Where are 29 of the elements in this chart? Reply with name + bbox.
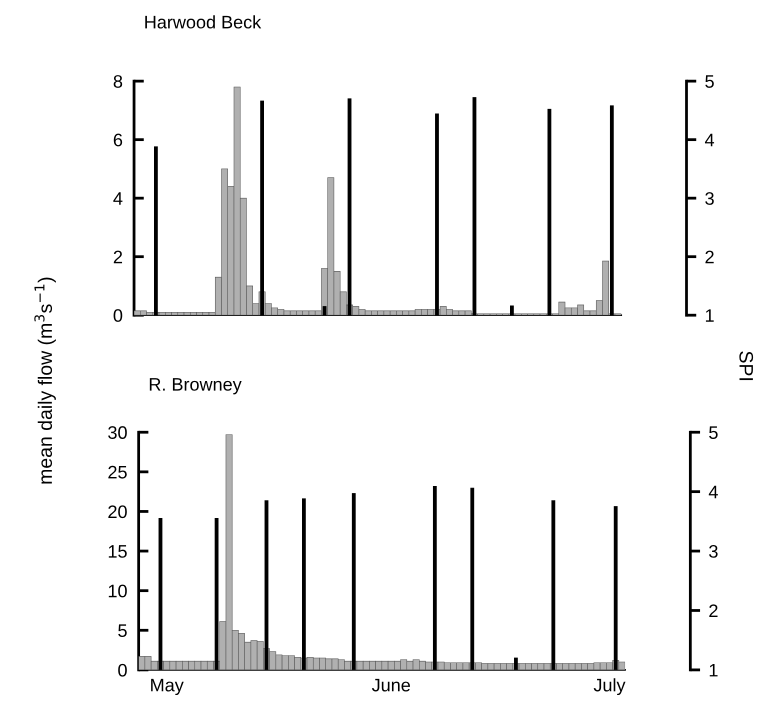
- y2-tick-label: 2: [709, 604, 718, 618]
- y2-tick-label: 4: [708, 486, 718, 498]
- y-tick-label: 20: [108, 505, 127, 518]
- x-tick-label: July: [594, 678, 626, 696]
- y-tick-label: 10: [108, 584, 127, 598]
- y2-tick-label: 1: [706, 309, 714, 322]
- y-tick-label: 4: [113, 192, 122, 205]
- y-tick-label: 5: [118, 624, 127, 638]
- y2-tick-label: 3: [709, 545, 718, 558]
- x-tick-label: May: [151, 678, 184, 696]
- y2-tick-label: 5: [705, 75, 714, 88]
- chart-title: Harwood Beck: [145, 15, 262, 29]
- y2-tick-label: 2: [705, 250, 714, 264]
- y2-tick-label: 1: [710, 664, 718, 676]
- y-axis-title: mean daily flow (m$^{3}$s$^{−1}$): [34, 278, 56, 484]
- y2-tick-label: 5: [709, 426, 718, 439]
- y-tick-label: 2: [114, 250, 122, 264]
- y-tick-label: 6: [114, 134, 122, 146]
- y2-tick-label: 3: [705, 192, 714, 205]
- y-tick-label: 30: [108, 426, 127, 439]
- y-tick-label: 0: [118, 664, 127, 677]
- y-tick-label: 15: [108, 545, 127, 558]
- y-tick-label: 8: [114, 75, 122, 88]
- y-tick-label: 0: [114, 309, 122, 322]
- y2-tick-label: 4: [704, 134, 714, 146]
- y2-axis-title: SPI: [739, 351, 754, 380]
- y-tick-label: 25: [108, 466, 127, 479]
- x-tick-label: June: [372, 678, 410, 692]
- chart-title: R. Browney: [150, 378, 242, 394]
